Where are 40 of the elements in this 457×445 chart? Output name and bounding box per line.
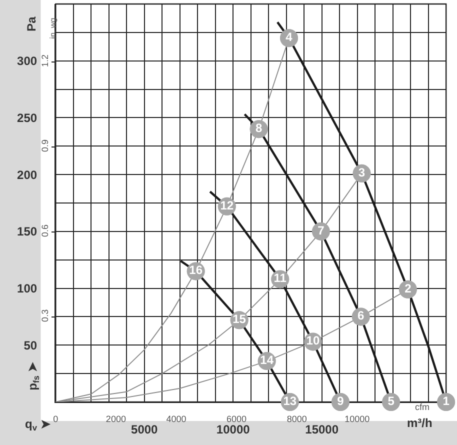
- annotation: 4: [286, 30, 293, 44]
- x-axis-title: m³/h: [407, 416, 432, 430]
- y2-tick-label: 0.6: [40, 224, 50, 237]
- y-axis-title: Pa: [24, 16, 38, 32]
- y2-axis-title: in. wg: [48, 18, 58, 39]
- annotation: 1: [442, 394, 450, 408]
- y-tick-label: 150: [17, 224, 38, 239]
- y-tick-label: 250: [17, 110, 38, 125]
- annotation: 11: [274, 271, 287, 286]
- annotation: 9: [337, 394, 344, 408]
- y2-tick-label: 0.9: [40, 139, 50, 152]
- x2-tick-label: 4000: [166, 414, 186, 424]
- annotation: 12: [220, 198, 234, 212]
- text: q$_{v}$ ➤: [25, 417, 52, 433]
- annotation: 3: [358, 165, 366, 180]
- annotation: 7: [318, 223, 325, 238]
- annotation: 6: [358, 308, 365, 323]
- x-tick-label: 10000: [216, 422, 250, 437]
- y2-tick-label: 1.2: [40, 54, 50, 67]
- annotation: 13: [283, 394, 297, 408]
- x-tick-label: 5000: [131, 422, 158, 437]
- x-tick-label: 15000: [305, 422, 339, 437]
- annotation: 10: [306, 334, 320, 348]
- x2-tick-label: 0: [53, 414, 58, 424]
- y2-tick-label: 0.3: [40, 309, 50, 322]
- annotation: 15: [232, 312, 246, 326]
- y-tick-label: 200: [17, 168, 38, 182]
- x2-tick-label: 8000: [286, 414, 307, 424]
- x2-tick-label: 6000: [226, 414, 247, 424]
- y-tick-label: 100: [17, 281, 38, 296]
- x2-axis-title: cfm: [415, 402, 430, 412]
- y-tick-label: 300: [17, 54, 38, 68]
- x2-tick-label: 10000: [344, 414, 370, 424]
- y-tick-label: 50: [24, 338, 38, 352]
- x2-tick-label: 2000: [106, 414, 126, 424]
- annotation: 5: [388, 394, 395, 408]
- annotation: 14: [260, 353, 274, 368]
- annotation: 2: [404, 281, 412, 296]
- annotation: 8: [256, 121, 263, 136]
- annotation: 16: [189, 263, 203, 278]
